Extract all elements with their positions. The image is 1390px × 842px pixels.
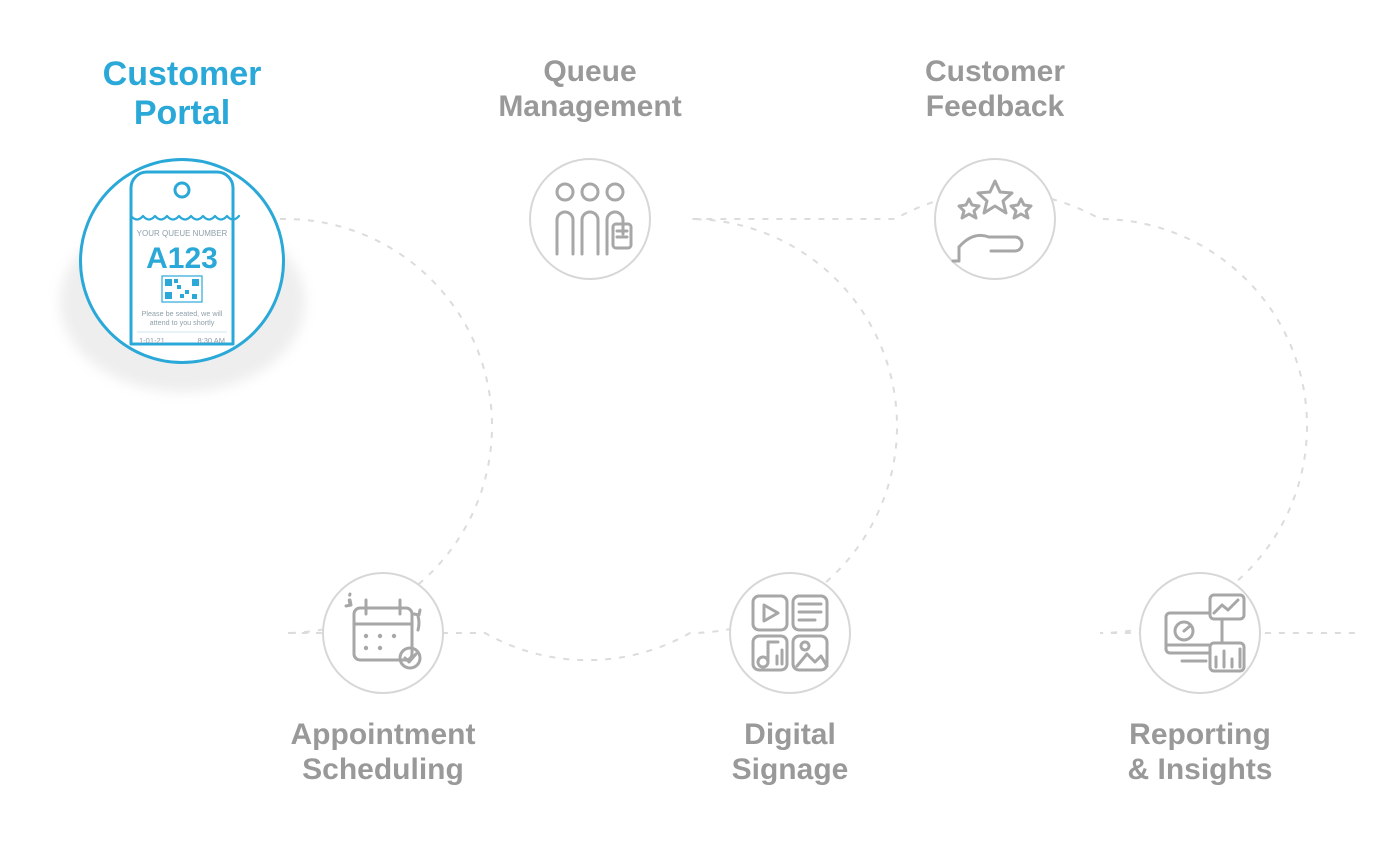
customer-portal-circle[interactable]: YOUR QUEUE NUMBER A123 Please be seated,… <box>79 158 285 364</box>
appointment-scheduling-title: Appointment Scheduling <box>253 718 513 787</box>
ticket-number: A123 <box>146 242 218 275</box>
ticket-date: 1-01-21 <box>139 336 165 345</box>
customer-feedback-circle[interactable] <box>934 158 1056 280</box>
diagram-stage: Customer Portal YOUR QUEUE NUMBER A123 P… <box>0 0 1390 842</box>
customer-feedback-title: Customer Feedback <box>875 55 1115 124</box>
analytics-dash-icon <box>1152 589 1248 677</box>
ticket-note-1: Please be seated, we will <box>142 309 223 318</box>
queue-ticket-icon: YOUR QUEUE NUMBER A123 Please be seated,… <box>107 166 257 356</box>
hand-stars-icon <box>949 173 1041 265</box>
ticket-note-2: attend to you shortly <box>150 318 215 327</box>
reporting-insights-title: Reporting & Insights <box>1085 718 1315 787</box>
customer-portal-title: Customer Portal <box>82 55 282 133</box>
appointment-scheduling-circle[interactable] <box>322 572 444 694</box>
media-tiles-icon <box>747 590 833 676</box>
ticket-header: YOUR QUEUE NUMBER <box>137 229 228 238</box>
reporting-insights-circle[interactable] <box>1139 572 1261 694</box>
people-queue-icon <box>547 176 633 262</box>
queue-management-title: Queue Management <box>465 55 715 124</box>
ticket-time: 8:30 AM <box>197 336 225 345</box>
queue-management-circle[interactable] <box>529 158 651 280</box>
digital-signage-circle[interactable] <box>729 572 851 694</box>
digital-signage-title: Digital Signage <box>680 718 900 787</box>
calendar-sync-icon <box>336 586 430 680</box>
